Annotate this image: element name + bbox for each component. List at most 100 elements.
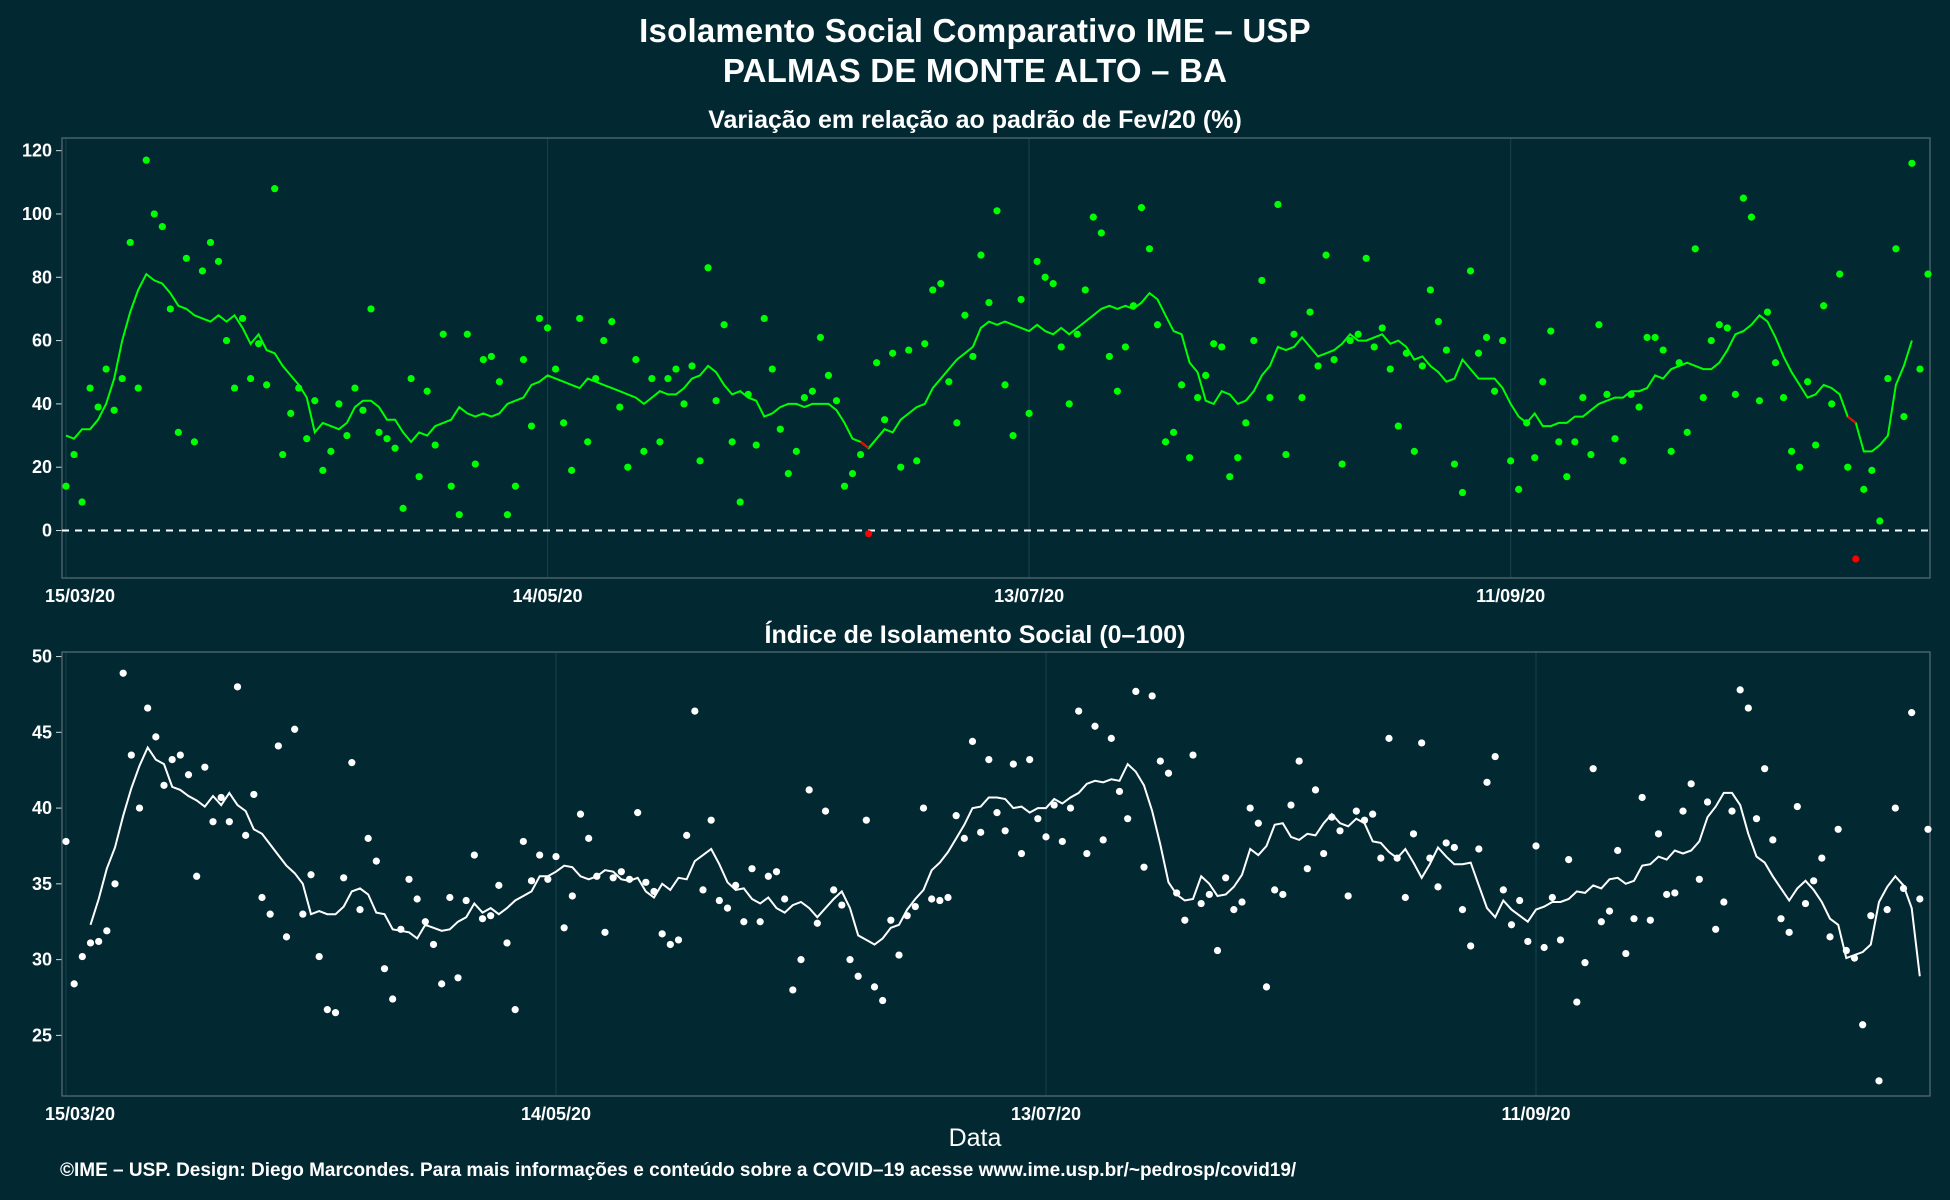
top-data-point	[118, 374, 126, 383]
bottom-data-point	[1532, 842, 1540, 850]
top-data-point	[1089, 213, 1097, 221]
top-data-point	[1049, 280, 1057, 288]
top-data-point	[1290, 330, 1298, 338]
bottom-data-point	[1360, 816, 1369, 824]
bottom-data-point	[1328, 813, 1336, 821]
top-data-point	[784, 469, 792, 478]
top-data-point	[1643, 333, 1651, 342]
bottom-data-point	[111, 880, 119, 888]
top-data-point	[1410, 447, 1418, 455]
top-data-point	[214, 257, 223, 266]
bottom-data-point	[1687, 780, 1695, 788]
bottom-data-point	[519, 837, 527, 846]
top-data-point	[359, 406, 367, 414]
top-data-point	[527, 422, 536, 430]
top-data-point	[1627, 390, 1635, 399]
bottom-data-point	[1393, 854, 1401, 862]
bottom-data-point	[470, 851, 478, 859]
top-data-point	[744, 390, 752, 399]
top-data-point	[1458, 488, 1467, 497]
bottom-data-point	[1883, 906, 1891, 914]
bottom-data-point	[1769, 836, 1777, 844]
bottom-data-point	[854, 972, 862, 980]
bottom-x-tick-label: 11/09/20	[1501, 1104, 1570, 1124]
top-data-point	[158, 223, 166, 231]
top-data-point	[672, 365, 680, 373]
bottom-data-point	[1156, 757, 1164, 765]
bottom-data-point	[1311, 786, 1320, 794]
bottom-data-point	[1271, 886, 1279, 894]
top-data-point	[1234, 454, 1242, 462]
top-data-point	[1555, 438, 1563, 446]
top-data-point	[1675, 359, 1683, 367]
top-data-point	[1097, 229, 1105, 237]
bottom-data-point	[1573, 998, 1581, 1006]
bottom-data-point	[560, 924, 568, 932]
top-data-point	[1659, 346, 1667, 354]
top-data-point	[1218, 343, 1226, 351]
bottom-data-point	[389, 995, 397, 1003]
top-data-point	[1194, 393, 1202, 402]
top-data-point	[431, 441, 439, 449]
top-data-point	[1499, 336, 1507, 345]
top-data-point	[1041, 273, 1049, 281]
top-data-point	[1579, 393, 1587, 402]
bottom-data-point	[952, 812, 960, 820]
bottom-data-point	[1924, 825, 1932, 833]
bottom-data-point	[135, 804, 144, 812]
bottom-data-point	[1744, 704, 1752, 712]
bottom-data-point	[421, 918, 429, 926]
top-data-point	[1113, 387, 1121, 395]
bottom-data-point	[184, 771, 193, 779]
top-data-point	[897, 463, 905, 471]
bottom-data-point	[1385, 734, 1393, 742]
top-data-point	[335, 400, 343, 408]
bottom-y-tick-label: 35	[32, 874, 52, 894]
top-data-point	[1900, 412, 1908, 421]
top-data-point	[1619, 457, 1627, 465]
top-data-point	[287, 409, 295, 417]
bottom-data-point	[1352, 807, 1360, 815]
bottom-data-point	[331, 1009, 340, 1017]
top-data-point	[584, 438, 592, 446]
top-data-point	[190, 438, 199, 446]
bottom-data-point	[625, 875, 634, 883]
top-data-point	[1539, 378, 1547, 386]
top-data-point	[792, 447, 800, 455]
top-data-point	[1763, 308, 1772, 316]
top-data-point	[1314, 362, 1322, 370]
bottom-data-point	[887, 916, 895, 924]
bottom-data-point	[1009, 760, 1017, 768]
bottom-data-point	[911, 902, 919, 911]
top-data-point	[1418, 362, 1426, 370]
top-data-point	[560, 419, 568, 427]
bottom-data-point	[1671, 889, 1679, 897]
bottom-data-point	[1801, 899, 1810, 908]
top-data-point	[1009, 431, 1017, 440]
bottom-data-point	[1916, 895, 1924, 903]
top-data-point	[961, 311, 969, 319]
top-data-point	[295, 384, 303, 392]
top-data-point	[1426, 286, 1434, 294]
bottom-data-point	[364, 834, 372, 842]
bottom-data-point	[1712, 925, 1720, 933]
top-moving-average-line	[65, 272, 1913, 453]
bottom-data-point	[740, 918, 748, 926]
bottom-data-point	[307, 871, 315, 879]
bottom-data-point	[683, 831, 691, 839]
bottom-y-tick-label: 45	[32, 722, 52, 742]
bottom-data-point	[1189, 751, 1197, 759]
top-data-point	[1924, 270, 1932, 278]
bottom-data-point	[1850, 954, 1859, 962]
bottom-data-point	[225, 818, 233, 826]
bottom-data-point	[797, 956, 805, 964]
top-data-point	[1892, 245, 1900, 253]
bottom-data-point	[429, 940, 438, 949]
bottom-data-point	[1213, 946, 1222, 955]
x-axis-label: Data	[948, 1124, 1002, 1152]
top-data-point	[471, 460, 479, 468]
bottom-data-point	[1369, 810, 1377, 818]
top-data-point	[776, 425, 784, 433]
top-data-point	[1474, 349, 1483, 357]
top-data-point	[1362, 254, 1370, 262]
